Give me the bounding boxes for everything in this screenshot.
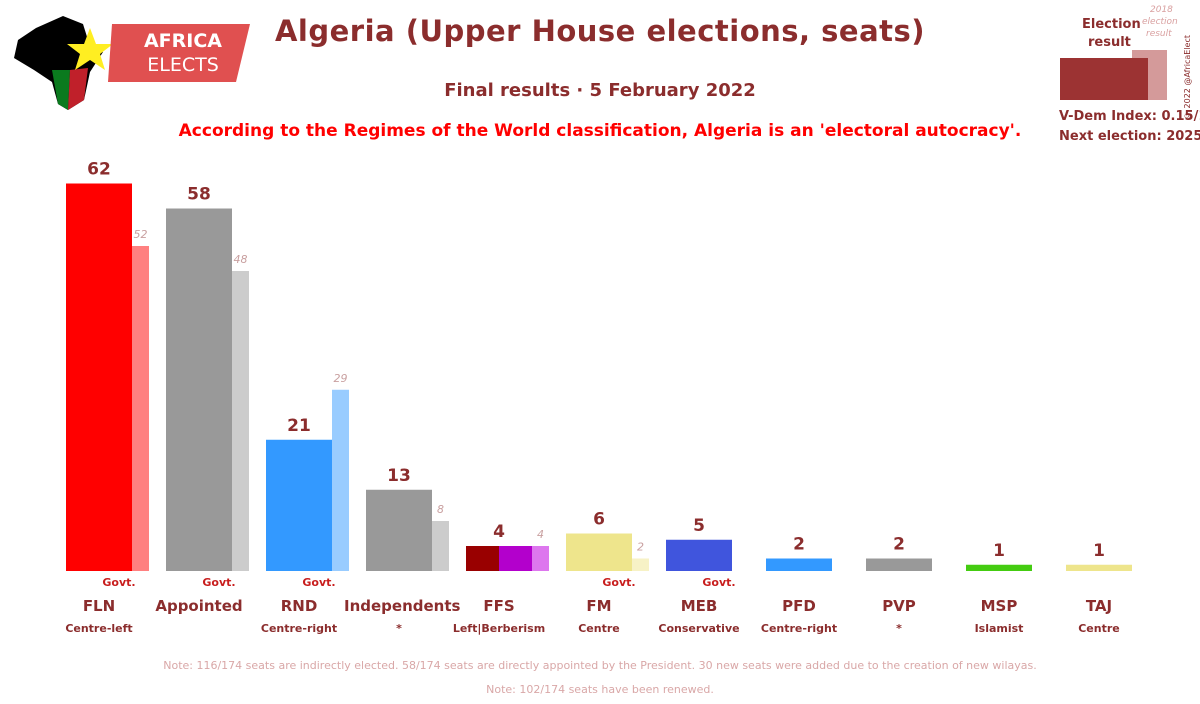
- chart-title: Algeria (Upper House elections, seats): [274, 14, 926, 48]
- bar-current-msp: [966, 564, 1032, 571]
- next-election: Next election: 2025: [1059, 129, 1200, 144]
- party-ideology-pvp: *: [896, 622, 902, 635]
- party-ideology-meb: Conservative: [658, 622, 740, 635]
- legend-current-label-2: result: [1088, 35, 1131, 50]
- bar-previous-rnd: [332, 389, 349, 571]
- party-name-taj: TAJ: [1085, 597, 1113, 615]
- legend-current-swatch: [1060, 58, 1148, 100]
- bar-previous-label-rnd: 29: [334, 372, 348, 385]
- logo-text-elects: ELECTS: [147, 54, 219, 76]
- party-label-pvp: PVP *: [844, 576, 954, 635]
- bar-value-label-appointed: 58: [187, 185, 211, 205]
- party-label-independents: Independents *: [344, 576, 461, 635]
- party-name-fln: FLN: [82, 597, 116, 615]
- bar-value-label-rnd: 21: [287, 416, 311, 436]
- govt-tag-msp: [944, 576, 1054, 591]
- govt-tag-ffs: [444, 576, 554, 591]
- party-name-msp: MSP: [980, 597, 1018, 615]
- bar-value-label-independents: 13: [387, 466, 411, 486]
- bar-previous-appointed: [232, 271, 249, 571]
- africa-map-star-icon: [14, 16, 250, 110]
- bar-previous-fln: [132, 246, 149, 571]
- govt-tag-independents: [344, 576, 454, 591]
- bar-value-label-taj: 1: [1093, 541, 1105, 561]
- bar-value-label-msp: 1: [993, 541, 1005, 561]
- party-ideology-independents: *: [396, 622, 402, 635]
- bar-current-ffs-part1: [466, 546, 499, 571]
- vdem-index: V-Dem Index: 0.15/1: [1059, 109, 1200, 124]
- party-ideology-msp: Islamist: [974, 622, 1024, 635]
- party-ideology-fln: Centre-left: [65, 622, 133, 635]
- govt-tag-fm: Govt.: [602, 576, 636, 589]
- party-name-independents: Independents: [344, 597, 461, 615]
- logo-text-africa: AFRICA: [143, 30, 223, 52]
- party-name-fm: FM: [586, 597, 612, 615]
- regime-classification-note: According to the Regimes of the World cl…: [178, 121, 1022, 141]
- seat-bar-chart: 52 62 48 58 29 21 8 13 4 4 2 6 5 2 2 1 1 Govt. FLN Centre-…: [0, 140, 1200, 635]
- legend-previous-label-2: election: [1142, 17, 1178, 27]
- copyright: © 2022 @AfricaElect: [1183, 35, 1192, 120]
- bar-previous-label-independents: 8: [437, 503, 444, 516]
- govt-tag-rnd: Govt.: [302, 576, 336, 589]
- party-ideology-taj: Centre: [1078, 622, 1120, 635]
- party-name-pfd: PFD: [782, 597, 816, 615]
- bar-previous-label-fln: 52: [134, 228, 148, 241]
- party-label-fln: Govt. FLN Centre-left: [44, 576, 154, 635]
- party-label-meb: Govt. MEB Conservative: [644, 576, 754, 635]
- bar-current-ffs-part2: [499, 546, 532, 571]
- party-ideology-rnd: Centre-right: [260, 622, 338, 635]
- party-name-ffs: FFS: [483, 597, 515, 615]
- govt-tag-meb: Govt.: [702, 576, 736, 589]
- bar-current-fln: [66, 183, 132, 571]
- party-name-pvp: PVP: [882, 597, 916, 615]
- party-name-rnd: RND: [280, 597, 318, 615]
- bar-value-label-fln: 62: [87, 160, 111, 180]
- party-label-msp: MSP Islamist: [944, 576, 1054, 635]
- chart-subtitle: Final results · 5 February 2022: [444, 80, 756, 101]
- bar-current-rnd: [266, 439, 332, 571]
- party-label-pfd: PFD Centre-right: [744, 576, 854, 635]
- bar-previous-fm: [632, 558, 649, 571]
- party-name-meb: MEB: [680, 597, 718, 615]
- party-label-rnd: Govt. RND Centre-right: [244, 576, 354, 635]
- bar-value-label-meb: 5: [693, 516, 705, 536]
- bar-current-meb: [666, 539, 732, 571]
- bar-current-pfd: [766, 558, 832, 571]
- govt-tag-taj: [1044, 576, 1154, 591]
- party-label-appointed: Govt. Appointed: [144, 576, 254, 622]
- govt-tag-pfd: [744, 576, 854, 591]
- bar-previous-label-appointed: 48: [234, 253, 248, 266]
- govt-tag-appointed: Govt.: [202, 576, 236, 589]
- bar-current-taj: [1066, 564, 1132, 571]
- bar-previous-label-fm: 2: [637, 541, 644, 554]
- bar-current-pvp: [866, 558, 932, 571]
- party-ideology-ffs: Left|Berberism: [452, 622, 546, 635]
- govt-tag-pvp: [844, 576, 954, 591]
- govt-tag-fln: Govt.: [102, 576, 136, 589]
- party-name-appointed: Appointed: [155, 597, 243, 615]
- bar-previous-label-ffs: 4: [537, 528, 544, 541]
- bar-value-label-fm: 6: [593, 510, 605, 530]
- party-label-fm: Govt. FM Centre: [544, 576, 654, 635]
- footnote-renewal: Note: 102/174 seats have been renewed.: [486, 683, 714, 696]
- bar-value-label-pvp: 2: [893, 535, 905, 555]
- legend-previous-label-3: result: [1146, 29, 1172, 39]
- bar-previous-independents: [432, 521, 449, 571]
- footnote-seats: Note: 116/174 seats are indirectly elect…: [163, 659, 1037, 672]
- bar-previous-ffs: [532, 546, 549, 571]
- bar-current-fm: [566, 533, 632, 571]
- bar-current-appointed: [166, 208, 232, 571]
- party-ideology-pfd: Centre-right: [760, 622, 838, 635]
- bar-value-label-pfd: 2: [793, 535, 805, 555]
- party-label-taj: TAJ Centre: [1044, 576, 1154, 635]
- bar-current-independents: [366, 489, 432, 571]
- legend-previous-label-1: 2018: [1150, 5, 1173, 15]
- party-ideology-fm: Centre: [578, 622, 620, 635]
- bar-value-label-ffs: 4: [493, 522, 505, 542]
- legend-current-label-1: Election: [1082, 17, 1141, 32]
- africa-elects-logo: AFRICA ELECTS: [8, 10, 258, 115]
- party-label-ffs: FFS Left|Berberism: [444, 576, 554, 635]
- legend: Election result 2018 election result V-D…: [1050, 5, 1200, 150]
